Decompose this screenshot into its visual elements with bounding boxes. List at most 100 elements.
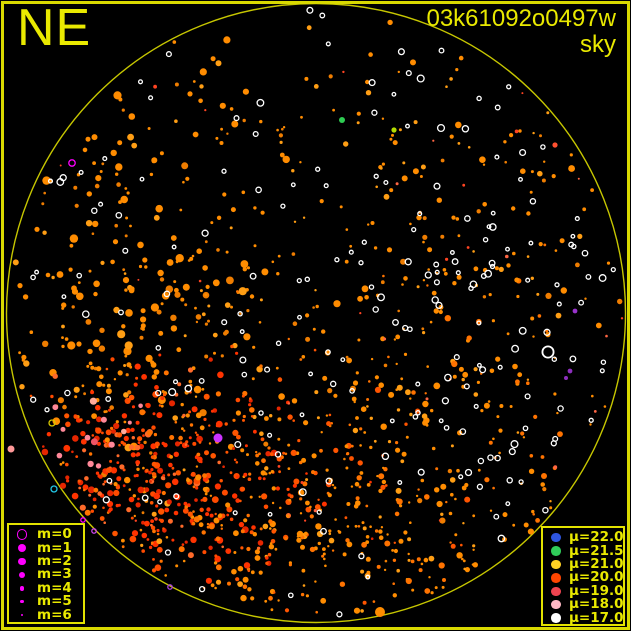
star: [59, 462, 63, 466]
star: [253, 206, 257, 210]
star: [152, 472, 157, 477]
star: [208, 357, 213, 362]
star: [152, 558, 155, 561]
star: [192, 485, 196, 489]
star: [214, 483, 221, 490]
star: [198, 585, 206, 593]
star: [107, 490, 114, 497]
star: [345, 355, 349, 359]
star: [510, 440, 519, 449]
star: [110, 467, 118, 474]
star: [249, 495, 253, 499]
star: [61, 344, 65, 349]
star: [568, 165, 575, 172]
star: [258, 410, 264, 416]
star: [216, 248, 220, 252]
star: [74, 395, 78, 399]
star: [129, 365, 133, 369]
star: [215, 536, 221, 541]
title-block: 03k61092o0497w sky: [426, 6, 616, 58]
star: [135, 420, 140, 425]
star: [356, 475, 362, 481]
star: [328, 532, 332, 536]
star: [64, 337, 69, 341]
star: [512, 523, 516, 527]
star: [542, 506, 549, 514]
star: [187, 91, 193, 97]
star: [365, 79, 370, 85]
m-legend-label: m=5: [37, 593, 72, 610]
star: [497, 534, 506, 543]
star: [178, 435, 183, 441]
star: [42, 176, 51, 185]
star: [388, 391, 395, 398]
star: [271, 486, 276, 491]
star: [184, 540, 188, 544]
star: [265, 451, 271, 457]
star: [221, 168, 227, 174]
star: [568, 241, 575, 248]
star: [172, 472, 177, 476]
star: [345, 228, 349, 231]
star: [556, 411, 559, 415]
star: [577, 233, 583, 239]
star: [423, 557, 429, 563]
star: [578, 299, 585, 306]
star: [368, 79, 376, 87]
star: [220, 127, 224, 131]
star: [360, 406, 367, 413]
star: [248, 403, 252, 407]
star: [76, 292, 84, 301]
star: [240, 529, 245, 534]
star: [123, 435, 129, 442]
star: [126, 507, 132, 513]
star: [202, 550, 207, 555]
star: [375, 607, 385, 617]
star: [328, 74, 333, 79]
star: [108, 441, 115, 448]
star: [65, 421, 71, 428]
star: [409, 222, 412, 226]
star: [305, 500, 310, 506]
star: [454, 497, 457, 501]
star: [141, 520, 145, 525]
star: [85, 319, 92, 325]
star: [441, 585, 445, 589]
star: [552, 435, 559, 442]
star: [150, 360, 155, 365]
star: [145, 479, 149, 483]
star: [125, 427, 131, 434]
star: [305, 336, 311, 342]
star: [391, 91, 397, 97]
star: [472, 544, 476, 548]
star: [349, 388, 355, 394]
star: [489, 368, 495, 374]
star: [256, 546, 261, 550]
star: [224, 329, 229, 335]
star: [494, 266, 499, 271]
star: [278, 470, 281, 474]
star: [381, 479, 387, 485]
star: [174, 291, 181, 298]
star: [472, 250, 475, 253]
star: [157, 467, 164, 474]
star: [121, 324, 126, 329]
star: [491, 319, 495, 323]
star: [110, 259, 115, 265]
star: [214, 586, 217, 590]
star: [472, 514, 476, 518]
star: [150, 525, 156, 530]
star: [422, 240, 425, 244]
star: [61, 461, 65, 464]
star: [370, 357, 374, 361]
star: [433, 308, 439, 314]
m-legend-row: m=0: [11, 527, 83, 541]
star: [220, 527, 223, 530]
star: [401, 175, 408, 182]
star: [195, 465, 199, 468]
star: [137, 278, 140, 281]
star: [345, 538, 350, 543]
star: [259, 119, 263, 124]
star: [150, 303, 159, 312]
star: [151, 157, 158, 164]
